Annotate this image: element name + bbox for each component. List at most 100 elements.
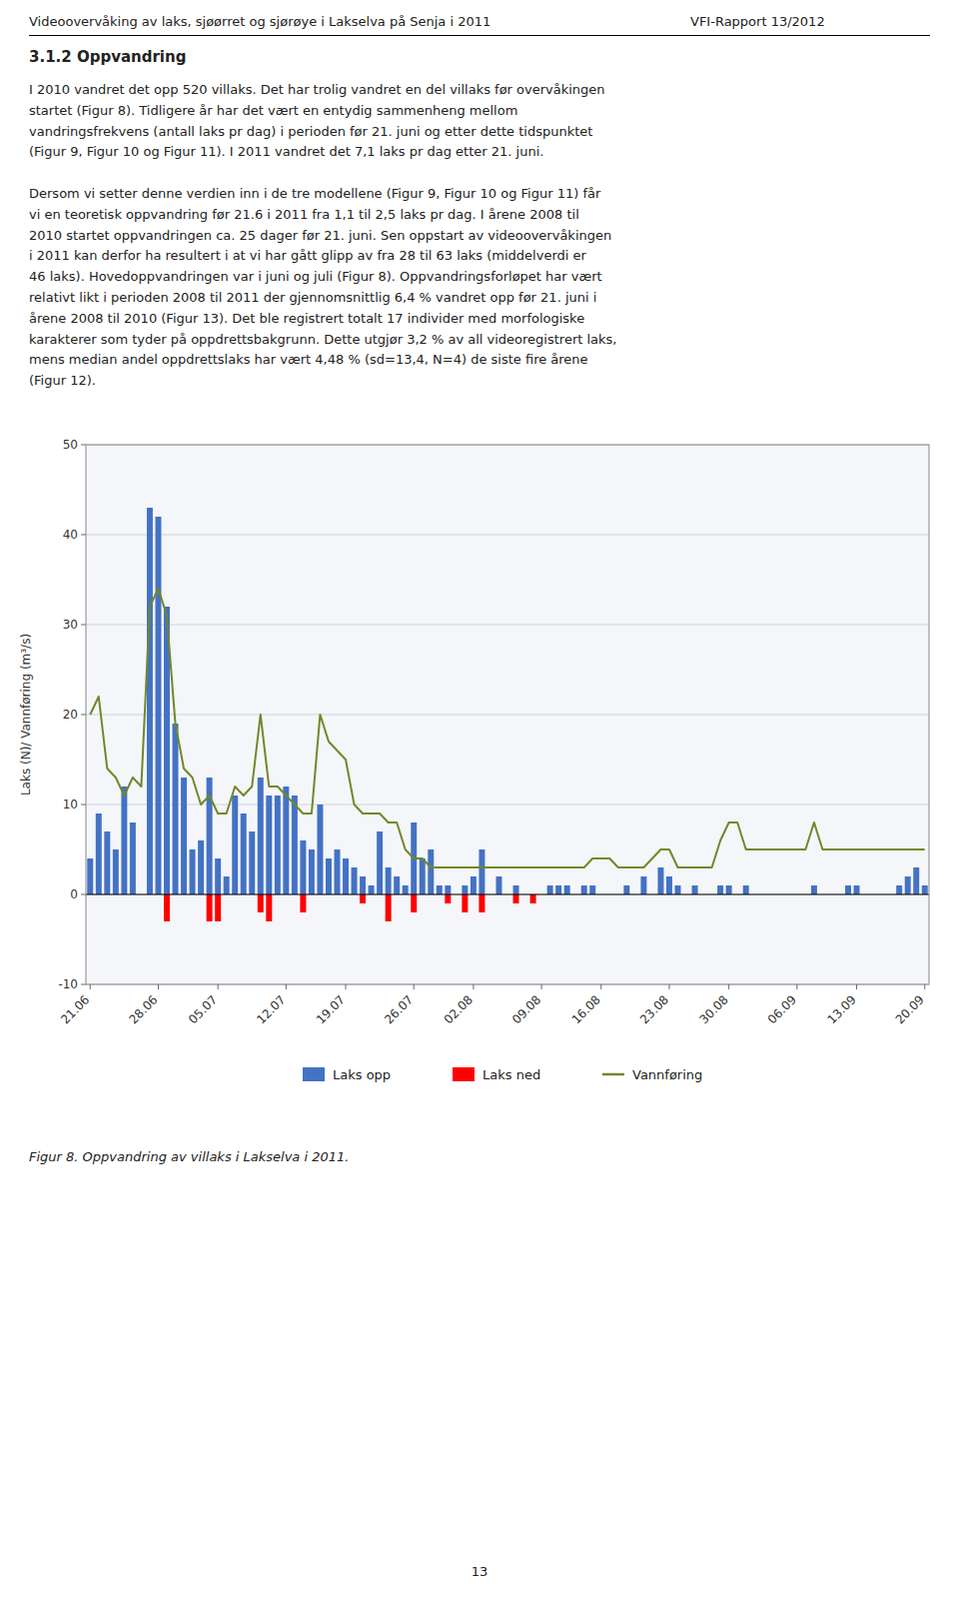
bar [180, 777, 187, 895]
bar [640, 876, 647, 895]
y-tick-label: 50 [62, 437, 78, 452]
y-tick-label: 10 [62, 797, 78, 812]
bar [189, 849, 196, 895]
bar [478, 894, 485, 913]
bar [231, 795, 238, 895]
y-tick [80, 714, 86, 716]
bar [913, 867, 920, 895]
bar [410, 894, 417, 913]
x-tick [856, 983, 858, 989]
x-tick [796, 983, 798, 989]
x-tick [285, 983, 287, 989]
bar [274, 795, 281, 895]
x-tick [413, 983, 415, 989]
bar [172, 723, 179, 895]
bar [513, 885, 520, 895]
bar [419, 858, 426, 895]
line [89, 588, 925, 868]
x-tick [924, 983, 926, 989]
bar [675, 885, 682, 895]
bar [351, 867, 358, 895]
y-tick [80, 444, 86, 446]
grid-line [85, 714, 930, 716]
legend: Laks oppLaks nedVannføring [302, 1066, 703, 1082]
x-tick [217, 983, 219, 989]
bar [478, 849, 485, 895]
bar [265, 795, 272, 895]
x-tick [472, 983, 474, 989]
bar [257, 777, 264, 895]
x-tick-label: 09.08 [509, 991, 544, 1026]
bar [223, 876, 230, 895]
bar [743, 885, 750, 895]
bar [299, 840, 306, 895]
bar [376, 831, 383, 895]
bar [308, 849, 315, 895]
bar [564, 885, 571, 895]
bar [581, 885, 588, 895]
bar [470, 876, 477, 895]
bar [334, 849, 341, 895]
header-report: VFI-Rapport 13/2012 [690, 13, 826, 29]
bar [854, 885, 861, 895]
legend-swatch [602, 1072, 625, 1076]
bar [444, 885, 451, 895]
y-tick [80, 983, 86, 985]
bar [197, 840, 204, 895]
y-axis-label: Laks (N)/ Vannføring (m³/s) [18, 633, 33, 796]
bar [905, 876, 912, 895]
bar [248, 831, 255, 895]
y-tick [80, 624, 86, 626]
x-tick [89, 983, 91, 989]
legend-label: Laks opp [332, 1066, 391, 1082]
bar [299, 894, 306, 913]
marks [86, 507, 928, 922]
bar [589, 885, 596, 895]
bar [444, 894, 451, 904]
page-number: 13 [0, 1563, 959, 1579]
bar [666, 876, 673, 895]
bar [461, 885, 468, 895]
bar [368, 885, 375, 895]
bar [112, 849, 119, 895]
x-tick-label: 16.08 [569, 991, 604, 1026]
bar [922, 885, 929, 895]
grid-line [85, 624, 930, 626]
bar [359, 894, 366, 904]
x-tick-label: 26.07 [381, 991, 416, 1026]
bar [146, 507, 153, 895]
bar [342, 858, 349, 895]
bar [555, 885, 562, 895]
x-tick-label: 30.08 [697, 991, 732, 1026]
x-tick-label: 12.07 [253, 991, 288, 1026]
bar [657, 867, 664, 895]
x-tick-label: 20.09 [893, 991, 928, 1026]
header-rule [28, 34, 931, 36]
bar [103, 831, 110, 895]
grid-line [85, 894, 930, 896]
x-tick [600, 983, 602, 989]
y-tick-label: 20 [62, 707, 78, 722]
legend-label: Vannføring [632, 1066, 703, 1082]
bar [896, 885, 903, 895]
bar [692, 885, 699, 895]
bar [385, 867, 392, 895]
bar [402, 885, 409, 895]
x-tick [668, 983, 670, 989]
x-tick-label: 23.08 [637, 991, 672, 1026]
body-text: I 2010 vandret det opp 520 villaks. Det … [28, 79, 618, 392]
plot-frame [85, 444, 930, 984]
x-tick [541, 983, 543, 989]
bar [154, 516, 161, 895]
y-tick-label: 30 [62, 617, 78, 632]
legend-swatch [452, 1066, 475, 1081]
bar [129, 822, 136, 895]
bar [726, 885, 733, 895]
y-tick [80, 534, 86, 536]
x-tick-label: 19.07 [313, 991, 348, 1026]
bar [513, 894, 520, 904]
bar [120, 786, 127, 895]
bar [206, 894, 213, 922]
chart: -100102030405021.0628.0605.0712.0719.072… [0, 424, 959, 1134]
bar [427, 849, 434, 895]
